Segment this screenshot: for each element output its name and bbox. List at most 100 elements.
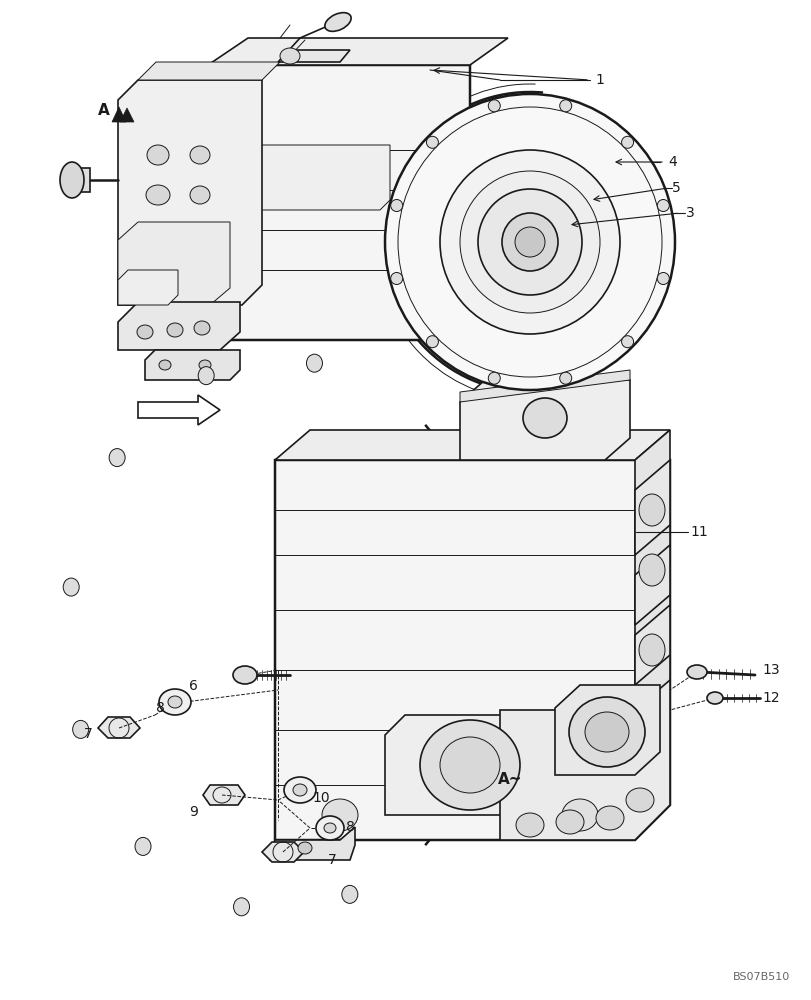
Polygon shape xyxy=(277,50,350,62)
Polygon shape xyxy=(270,827,354,860)
Ellipse shape xyxy=(60,162,84,198)
Ellipse shape xyxy=(569,697,644,767)
Polygon shape xyxy=(460,380,629,460)
Text: 11: 11 xyxy=(689,525,707,539)
Ellipse shape xyxy=(584,712,629,752)
Polygon shape xyxy=(461,257,488,292)
Polygon shape xyxy=(634,460,669,555)
Ellipse shape xyxy=(559,100,571,112)
Text: 6: 6 xyxy=(189,679,198,693)
Ellipse shape xyxy=(280,48,299,64)
Ellipse shape xyxy=(487,372,500,384)
Ellipse shape xyxy=(167,323,182,337)
Ellipse shape xyxy=(638,494,664,526)
Polygon shape xyxy=(511,173,547,185)
Text: 8: 8 xyxy=(156,701,165,715)
Ellipse shape xyxy=(595,806,623,830)
Ellipse shape xyxy=(284,777,315,803)
Ellipse shape xyxy=(63,578,79,596)
Ellipse shape xyxy=(190,146,210,164)
Ellipse shape xyxy=(137,325,152,339)
Ellipse shape xyxy=(234,898,249,916)
Ellipse shape xyxy=(159,360,171,370)
Ellipse shape xyxy=(561,799,597,831)
Polygon shape xyxy=(168,65,470,340)
Polygon shape xyxy=(112,107,126,122)
Ellipse shape xyxy=(198,367,214,385)
Text: 10: 10 xyxy=(311,791,329,805)
Ellipse shape xyxy=(501,213,557,271)
Ellipse shape xyxy=(419,720,519,810)
Ellipse shape xyxy=(146,185,169,205)
Polygon shape xyxy=(634,545,669,625)
Ellipse shape xyxy=(620,336,633,348)
Ellipse shape xyxy=(625,788,653,812)
Polygon shape xyxy=(98,717,139,738)
Polygon shape xyxy=(118,222,230,305)
Ellipse shape xyxy=(620,136,633,148)
Ellipse shape xyxy=(487,100,500,112)
Polygon shape xyxy=(203,785,245,805)
Ellipse shape xyxy=(638,634,664,666)
Text: A~: A~ xyxy=(497,772,521,788)
Polygon shape xyxy=(570,192,597,227)
Ellipse shape xyxy=(656,272,668,284)
Ellipse shape xyxy=(514,227,544,257)
Polygon shape xyxy=(118,302,240,350)
Text: 4: 4 xyxy=(667,155,676,169)
Ellipse shape xyxy=(190,186,210,204)
Ellipse shape xyxy=(194,321,210,335)
Polygon shape xyxy=(461,192,488,227)
Polygon shape xyxy=(554,685,659,775)
Polygon shape xyxy=(384,715,554,815)
Polygon shape xyxy=(120,108,134,122)
Ellipse shape xyxy=(656,200,668,212)
Ellipse shape xyxy=(460,171,599,313)
Polygon shape xyxy=(145,350,240,380)
Text: 12: 12 xyxy=(761,691,779,705)
Ellipse shape xyxy=(440,737,500,793)
Ellipse shape xyxy=(426,336,438,348)
Ellipse shape xyxy=(384,94,674,390)
Ellipse shape xyxy=(147,145,169,165)
Polygon shape xyxy=(262,842,303,862)
Ellipse shape xyxy=(522,398,566,438)
Polygon shape xyxy=(138,395,220,425)
Ellipse shape xyxy=(686,665,706,679)
Ellipse shape xyxy=(315,816,344,840)
Ellipse shape xyxy=(706,692,722,704)
Ellipse shape xyxy=(72,720,88,738)
Text: BS07B510: BS07B510 xyxy=(732,972,789,982)
Ellipse shape xyxy=(341,885,358,903)
Polygon shape xyxy=(138,62,280,80)
Ellipse shape xyxy=(478,189,581,295)
Polygon shape xyxy=(275,460,669,840)
Ellipse shape xyxy=(168,696,182,708)
Ellipse shape xyxy=(559,372,571,384)
Ellipse shape xyxy=(293,784,307,796)
Polygon shape xyxy=(118,80,262,305)
Ellipse shape xyxy=(135,837,151,855)
Ellipse shape xyxy=(298,842,311,854)
Ellipse shape xyxy=(426,136,438,148)
Ellipse shape xyxy=(556,810,583,834)
Ellipse shape xyxy=(233,666,257,684)
Polygon shape xyxy=(500,680,669,840)
Ellipse shape xyxy=(390,272,402,284)
Ellipse shape xyxy=(109,449,125,467)
Ellipse shape xyxy=(440,150,620,334)
Polygon shape xyxy=(634,605,669,685)
Ellipse shape xyxy=(324,823,336,833)
Ellipse shape xyxy=(324,13,350,31)
Text: 8: 8 xyxy=(345,820,354,834)
Text: 5: 5 xyxy=(672,181,680,195)
Text: 1: 1 xyxy=(594,73,603,87)
Polygon shape xyxy=(460,370,629,402)
Polygon shape xyxy=(275,430,669,460)
Ellipse shape xyxy=(322,799,358,831)
Text: 13: 13 xyxy=(761,663,779,677)
Ellipse shape xyxy=(159,689,191,715)
Polygon shape xyxy=(118,270,178,305)
Ellipse shape xyxy=(199,360,211,370)
Ellipse shape xyxy=(390,200,402,212)
